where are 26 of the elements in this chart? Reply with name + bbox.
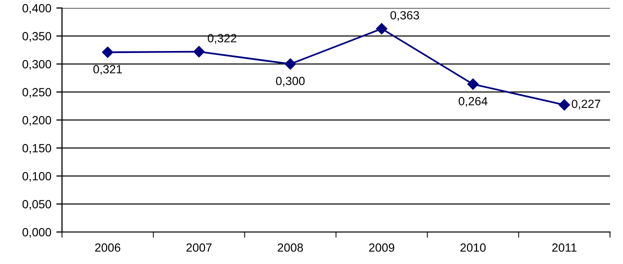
data-label: 0,363	[390, 11, 420, 21]
point	[376, 23, 388, 34]
y-tick-label: 0,050	[22, 200, 52, 210]
y-tick-label: 0,000	[22, 228, 52, 238]
y-tick-label: 0,400	[22, 4, 52, 14]
data-label: 0,264	[458, 96, 488, 107]
y-tick-label: 0,200	[22, 116, 52, 126]
point	[558, 99, 570, 110]
y-tick-label: 0,100	[22, 172, 52, 182]
x-tick-label: 2007	[186, 243, 212, 252]
x-tick-label: 2006	[95, 243, 120, 252]
y-tick-label: 0,300	[22, 60, 52, 70]
point	[467, 78, 479, 90]
point	[284, 58, 296, 70]
point	[102, 46, 114, 58]
x-tick-label: 2011	[552, 243, 576, 252]
y-tick-label: 0,250	[22, 88, 52, 98]
point	[193, 46, 205, 58]
y-tick-label: 0,350	[22, 32, 52, 42]
y-tick-label: 0,150	[22, 144, 52, 154]
data-label: 0,300	[276, 76, 305, 87]
x-tick-label: 2009	[369, 243, 394, 252]
x-tick-label: 2010	[460, 243, 486, 252]
data-label: 0,227	[572, 100, 600, 110]
data-label: 0,321	[93, 65, 122, 75]
x-tick-label: 2008	[278, 243, 303, 252]
